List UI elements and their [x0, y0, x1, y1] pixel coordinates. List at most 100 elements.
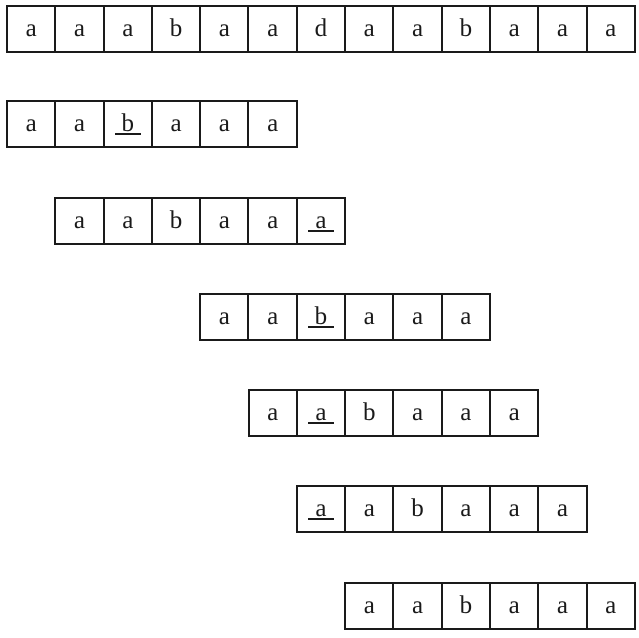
text-row-cell: d — [298, 7, 347, 51]
pattern-row-cell: a — [394, 391, 443, 435]
cell-character: a — [363, 494, 375, 522]
cell-character: a — [122, 14, 134, 42]
cell-character: a — [315, 206, 327, 234]
comparison-marker — [307, 326, 334, 328]
pattern-row-cell: a — [394, 584, 443, 628]
cell-character: d — [314, 14, 328, 42]
cell-character: b — [459, 591, 473, 619]
text-row-cell: a — [346, 7, 395, 51]
pattern-row-cell: a — [491, 584, 540, 628]
cell-character: a — [218, 109, 230, 137]
cell-character: a — [508, 494, 520, 522]
cell-character: a — [267, 302, 279, 330]
cell-character: b — [362, 398, 376, 426]
pattern-row-cell: b — [443, 584, 491, 628]
cell-character: b — [169, 206, 183, 234]
pattern-row-cell: a — [346, 584, 395, 628]
cell-character: a — [460, 494, 472, 522]
text-row-cell: a — [539, 7, 588, 51]
cell-character: b — [411, 494, 424, 522]
pattern-row-cell: a — [588, 584, 636, 628]
cell-character: a — [122, 206, 134, 234]
pattern-row-cell: a — [346, 295, 395, 339]
pattern-row-cell: a — [201, 102, 250, 146]
cell-character: a — [460, 302, 472, 330]
cell-character: a — [267, 398, 279, 426]
pattern-row-cell: a — [443, 295, 491, 339]
cell-character: a — [73, 206, 85, 234]
comparison-marker — [307, 422, 334, 424]
text-row-cell: a — [201, 7, 250, 51]
cell-character: a — [363, 302, 375, 330]
cell-character: a — [73, 14, 85, 42]
pattern-row-cell: a — [56, 102, 105, 146]
pattern-row-cell: a — [250, 391, 298, 435]
cell-character: a — [508, 14, 520, 42]
cell-character: a — [218, 14, 230, 42]
text-row-cell: b — [443, 7, 491, 51]
cell-character: a — [411, 591, 424, 619]
pattern-row-cell: a — [153, 102, 202, 146]
cell-character: a — [315, 494, 327, 522]
text-row-cell: a — [588, 7, 636, 51]
cell-character: a — [25, 14, 37, 42]
pattern-row-cell: a — [249, 295, 298, 339]
cell-character: a — [170, 109, 182, 137]
pattern-row-cell: a — [443, 391, 491, 435]
pattern-row-cell: a — [56, 199, 105, 243]
comparison-marker — [307, 230, 334, 232]
pattern-row-cell: a — [249, 102, 298, 146]
pattern-row-cell: a — [298, 487, 347, 531]
pattern-row-cell: a — [491, 391, 540, 435]
cell-character: a — [556, 591, 568, 619]
pattern-row-cell: a — [539, 487, 588, 531]
pattern-row-cell: a — [394, 295, 443, 339]
pattern-row-cell: b — [298, 295, 347, 339]
cell-character: a — [25, 109, 37, 137]
text-row-cell: a — [56, 7, 105, 51]
pattern-row-cell: a — [298, 391, 347, 435]
comparison-marker — [114, 133, 141, 135]
pattern-row-cell: b — [346, 391, 395, 435]
pattern-row-cell: a — [201, 199, 250, 243]
pattern-row-cell: a — [491, 487, 540, 531]
cell-character: a — [363, 591, 375, 619]
cell-character: b — [169, 14, 183, 42]
pattern-row-cell: a — [8, 102, 57, 146]
cell-character: a — [411, 398, 424, 426]
cell-character: b — [314, 302, 328, 330]
pattern-row-cell: a — [346, 487, 395, 531]
text-row-cell: b — [153, 7, 202, 51]
cell-character: a — [460, 398, 472, 426]
pattern-row-cell: b — [394, 487, 443, 531]
pattern-row-cell: a — [105, 199, 153, 243]
cell-character: a — [411, 14, 424, 42]
comparison-marker — [307, 518, 334, 520]
cell-character: a — [218, 302, 230, 330]
cell-character: a — [556, 494, 568, 522]
text-row-cell: a — [394, 7, 443, 51]
text-row-cell: a — [491, 7, 540, 51]
cell-character: a — [556, 14, 568, 42]
cell-character: a — [363, 14, 375, 42]
cell-character: a — [267, 206, 279, 234]
cell-character: a — [605, 14, 617, 42]
cell-character: b — [121, 109, 134, 137]
cell-character: b — [459, 14, 473, 42]
pattern-row-cell: b — [153, 199, 202, 243]
cell-character: a — [267, 14, 279, 42]
cell-character: a — [267, 109, 279, 137]
text-row-cell: a — [8, 7, 57, 51]
text-row-cell: a — [249, 7, 298, 51]
pattern-row-cell: a — [201, 295, 250, 339]
text-row-cell: a — [105, 7, 153, 51]
pattern-row-cell: a — [443, 487, 491, 531]
cell-character: a — [605, 591, 617, 619]
cell-character: a — [315, 398, 327, 426]
